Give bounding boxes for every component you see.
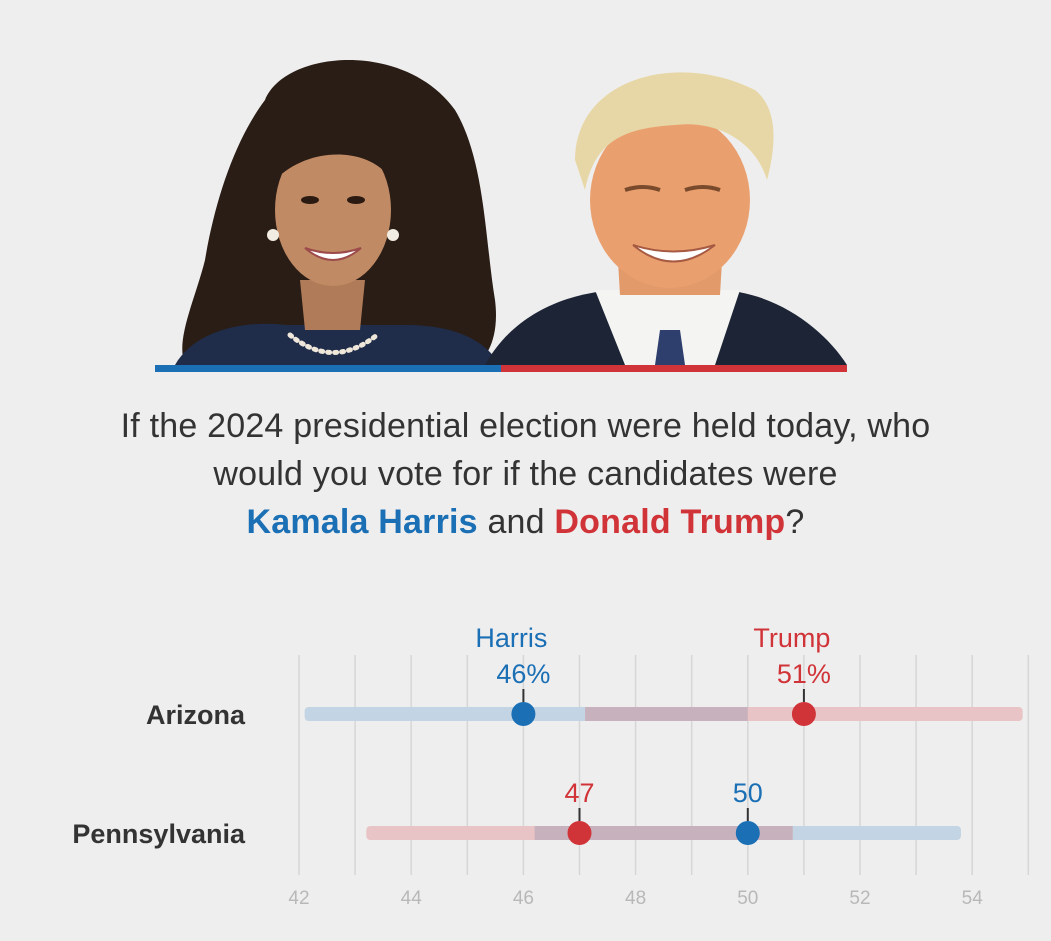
state-label: Pennsylvania bbox=[72, 819, 246, 849]
state-poll-chart: 42 44 46 48 50 52 54 Arizona 46% Harris 51% Trump Pe… bbox=[72, 623, 1030, 909]
x-tick-label: 42 bbox=[288, 888, 309, 909]
question-connector: and bbox=[487, 503, 545, 541]
question-line-3: Kamala Harris and Donald Trump? bbox=[0, 498, 1051, 546]
harris-point bbox=[511, 702, 536, 726]
candidate-a-name: Kamala Harris bbox=[246, 503, 478, 541]
trump-value-label: 47 bbox=[564, 778, 594, 808]
x-tick-label: 44 bbox=[401, 888, 423, 909]
question-line-1: If the 2024 presidential election were h… bbox=[120, 407, 931, 445]
x-tick-label: 54 bbox=[962, 888, 984, 909]
harris-value-label: 46% bbox=[496, 659, 550, 689]
harris-name-label: Harris bbox=[475, 623, 547, 653]
x-tick-label: 48 bbox=[625, 888, 646, 909]
state-label: Arizona bbox=[146, 700, 246, 730]
trump-point bbox=[567, 821, 592, 845]
harris-value-label: 50 bbox=[733, 778, 763, 808]
harris-point bbox=[735, 821, 760, 845]
candidate-photos bbox=[155, 40, 847, 372]
trump-color-bar bbox=[501, 365, 847, 372]
overlap-range-band bbox=[585, 707, 748, 721]
x-tick-label: 52 bbox=[849, 888, 870, 909]
trump-value-label: 51% bbox=[777, 659, 831, 689]
question-mark: ? bbox=[785, 503, 805, 541]
question-line-2: would you vote for if the candidates wer… bbox=[213, 455, 838, 493]
x-tick-label: 46 bbox=[513, 888, 534, 909]
trump-point bbox=[791, 702, 816, 726]
overlap-range-band bbox=[534, 826, 793, 840]
trump-name-label: Trump bbox=[753, 623, 830, 653]
x-tick-label: 50 bbox=[737, 888, 758, 909]
candidate-b-name: Donald Trump bbox=[554, 503, 786, 541]
trump-portrait-icon bbox=[485, 72, 847, 365]
harris-color-bar bbox=[155, 365, 501, 372]
harris-portrait-icon bbox=[175, 60, 500, 365]
poll-question: If the 2024 presidential election were h… bbox=[0, 402, 1051, 546]
